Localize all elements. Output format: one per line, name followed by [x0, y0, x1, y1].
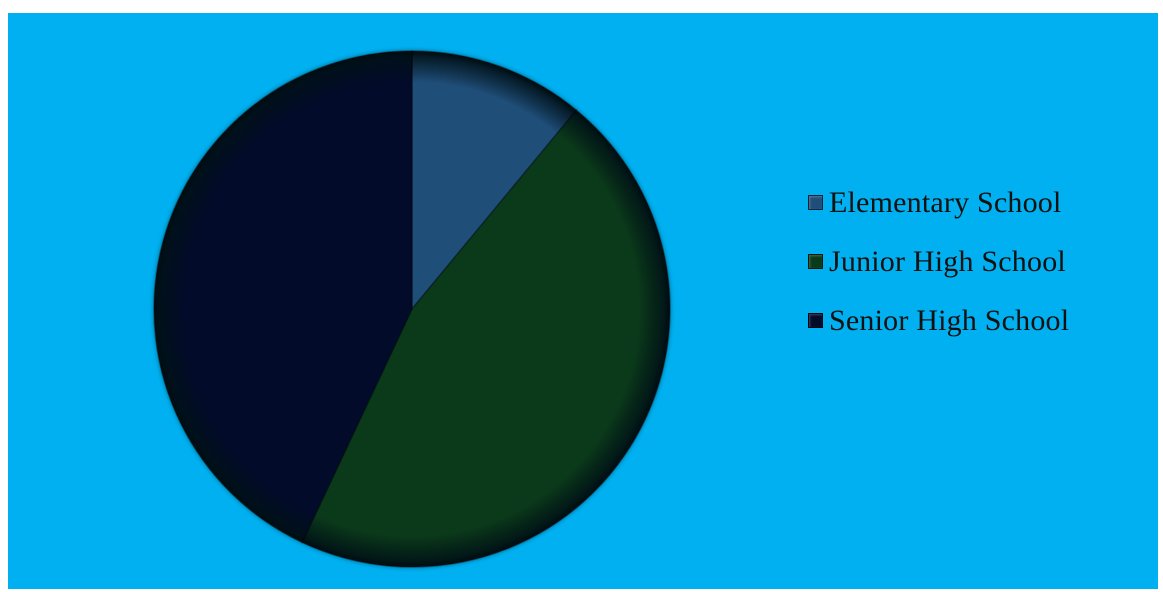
- legend-item-elementary-school: Elementary School: [808, 173, 1069, 232]
- chart-area: Elementary School Junior High School Sen…: [8, 13, 1158, 589]
- legend-item-senior-high-school: Senior High School: [808, 291, 1069, 350]
- legend-label-senior-high-school: Senior High School: [829, 303, 1070, 337]
- pie-edge-shadow: [153, 50, 671, 568]
- legend-swatch-elementary-school: [808, 195, 823, 210]
- legend-swatch-senior-high-school: [808, 313, 823, 328]
- legend: Elementary School Junior High School Sen…: [808, 173, 1069, 350]
- legend-item-junior-high-school: Junior High School: [808, 232, 1069, 291]
- pie-slices: [153, 50, 671, 568]
- legend-label-junior-high-school: Junior High School: [829, 244, 1066, 278]
- legend-swatch-junior-high-school: [808, 254, 823, 269]
- legend-label-elementary-school: Elementary School: [829, 185, 1062, 219]
- pie-chart: [8, 13, 1158, 589]
